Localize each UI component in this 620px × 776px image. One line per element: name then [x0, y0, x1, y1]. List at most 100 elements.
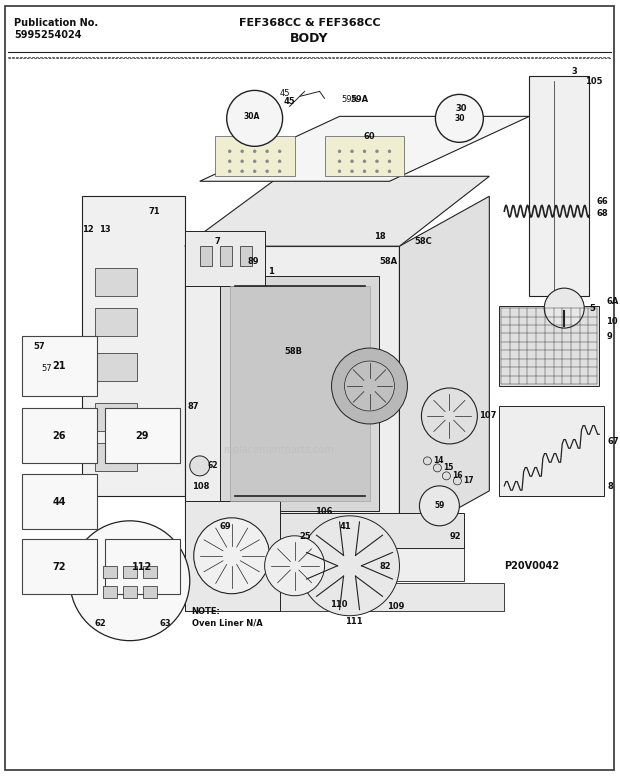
Circle shape	[70, 521, 190, 641]
Text: 111: 111	[345, 617, 362, 625]
Circle shape	[422, 388, 477, 444]
Text: Publication No.: Publication No.	[14, 19, 98, 29]
Bar	[95, 443, 137, 471]
Circle shape	[338, 170, 341, 173]
Text: 62: 62	[95, 618, 107, 628]
Polygon shape	[82, 196, 185, 496]
Polygon shape	[60, 356, 80, 386]
Circle shape	[420, 486, 459, 526]
Polygon shape	[200, 116, 529, 182]
Bar	[499, 306, 599, 386]
Text: 109: 109	[388, 601, 405, 611]
Text: 5995254024: 5995254024	[14, 30, 81, 40]
Text: 67: 67	[607, 437, 619, 446]
Text: Oven Liner N/A: Oven Liner N/A	[192, 618, 262, 628]
Circle shape	[332, 348, 407, 424]
Circle shape	[190, 456, 210, 476]
Text: 105: 105	[585, 78, 603, 86]
Text: 59A: 59A	[350, 95, 368, 105]
Polygon shape	[219, 276, 379, 511]
Circle shape	[228, 150, 231, 153]
Bar	[22, 474, 97, 528]
Polygon shape	[55, 336, 78, 356]
Bar	[103, 566, 117, 578]
Text: 68: 68	[596, 210, 608, 218]
Bar	[103, 586, 117, 598]
Text: 82: 82	[379, 562, 391, 571]
Bar	[200, 246, 211, 266]
Polygon shape	[229, 286, 370, 501]
Circle shape	[363, 170, 366, 173]
Text: 44: 44	[52, 497, 66, 507]
Circle shape	[241, 160, 244, 163]
Text: 57: 57	[42, 363, 52, 372]
Bar	[143, 566, 157, 578]
Bar	[240, 246, 252, 266]
Bar	[185, 583, 504, 611]
Polygon shape	[399, 196, 489, 541]
Text: 41: 41	[340, 521, 352, 531]
Polygon shape	[185, 176, 489, 246]
Text: 30: 30	[454, 114, 464, 123]
Text: 9: 9	[606, 332, 612, 341]
Text: 59A: 59A	[342, 95, 358, 105]
Circle shape	[338, 150, 341, 153]
Circle shape	[228, 170, 231, 173]
Circle shape	[388, 160, 391, 163]
Text: 58A: 58A	[379, 257, 397, 266]
Circle shape	[363, 150, 366, 153]
Bar	[219, 246, 232, 266]
Bar	[185, 546, 464, 580]
Polygon shape	[529, 76, 589, 296]
Polygon shape	[185, 246, 399, 541]
Bar	[95, 308, 137, 336]
Text: 30A: 30A	[244, 112, 260, 121]
Circle shape	[453, 477, 461, 485]
Text: 16: 16	[453, 471, 463, 480]
Circle shape	[265, 170, 268, 173]
Text: 89: 89	[247, 257, 259, 266]
Text: 58B: 58B	[285, 347, 303, 356]
Bar	[143, 586, 157, 598]
Bar	[95, 353, 137, 381]
Bar	[123, 586, 137, 598]
Circle shape	[388, 170, 391, 173]
Text: 21: 21	[52, 361, 66, 371]
Circle shape	[388, 150, 391, 153]
Circle shape	[253, 150, 256, 153]
Text: 10: 10	[606, 317, 618, 326]
Text: 45: 45	[284, 97, 296, 106]
Bar	[105, 539, 180, 594]
Text: 8: 8	[607, 482, 613, 491]
Text: 107: 107	[479, 411, 497, 421]
Bar	[499, 406, 604, 496]
Text: 69: 69	[219, 521, 231, 531]
Text: 17: 17	[463, 476, 474, 485]
Text: 72: 72	[52, 562, 66, 572]
Circle shape	[228, 160, 231, 163]
Text: 5: 5	[589, 303, 595, 313]
Text: 58C: 58C	[414, 237, 432, 246]
Text: 3: 3	[572, 68, 577, 76]
Text: NOTE:: NOTE:	[192, 607, 221, 615]
Text: 45: 45	[280, 89, 290, 99]
Circle shape	[278, 150, 281, 153]
Polygon shape	[324, 137, 404, 176]
Text: 15: 15	[443, 463, 454, 473]
Bar	[185, 231, 265, 286]
Text: 12: 12	[82, 225, 94, 234]
Text: 108: 108	[192, 482, 209, 491]
Text: 112: 112	[131, 562, 152, 572]
Circle shape	[423, 457, 432, 465]
Text: FEF368CC & FEF368CC: FEF368CC & FEF368CC	[239, 19, 381, 29]
Text: 30: 30	[456, 104, 467, 113]
Circle shape	[433, 464, 441, 472]
Circle shape	[265, 160, 268, 163]
Circle shape	[265, 535, 324, 596]
Bar	[22, 408, 97, 463]
Text: P20V0042: P20V0042	[504, 561, 559, 571]
Text: 106: 106	[314, 507, 332, 516]
Text: 87: 87	[188, 402, 199, 411]
Text: 57: 57	[33, 341, 45, 351]
Circle shape	[253, 170, 256, 173]
